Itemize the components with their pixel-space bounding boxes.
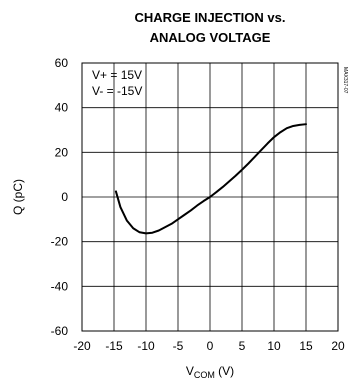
x-tick-label-7: 15 [299, 339, 313, 353]
y-tick-label-0: -60 [51, 324, 69, 338]
series-line-0 [114, 123, 307, 235]
y-tick-label-2: -20 [51, 235, 69, 249]
y-tick-label-3: 0 [61, 190, 68, 204]
series-layer [114, 123, 307, 235]
tick-labels: -20 -15 -10 -5 0 5 10 15 20 -60 -40 -20 0 20 40 60 [51, 56, 345, 353]
x-tick-label-8: 20 [331, 339, 345, 353]
chart-title-line-1: CHARGE INJECTION vs. [135, 10, 286, 25]
annotation-vplus: V+ = 15V [92, 68, 142, 82]
x-axis-label-main: V [186, 364, 194, 378]
x-tick-label-1: -15 [105, 339, 123, 353]
x-tick-label-2: -10 [137, 339, 155, 353]
grid [82, 63, 338, 331]
x-axis-label-unit: (V) [215, 364, 234, 378]
x-tick-label-5: 5 [239, 339, 246, 353]
x-tick-label-4: 0 [207, 339, 214, 353]
x-axis-label: VCOM (V) [186, 364, 234, 380]
annotation-vminus: V- = -15V [92, 84, 142, 98]
y-tick-label-4: 20 [55, 145, 69, 159]
y-tick-label-5: 40 [55, 101, 69, 115]
y-tick-label-6: 60 [55, 56, 69, 70]
figure-id-label: MAX317-07 [342, 67, 348, 94]
y-axis-label: Q (pC) [11, 179, 25, 215]
plot-frame [81, 62, 339, 332]
y-tick-label-1: -40 [51, 279, 69, 293]
x-tick-label-3: -5 [173, 339, 184, 353]
x-tick-label-0: -20 [73, 339, 91, 353]
x-axis-label-subscript: COM [194, 370, 215, 380]
chart-title-line-2: ANALOG VOLTAGE [150, 30, 271, 45]
x-tick-label-6: 10 [267, 339, 281, 353]
